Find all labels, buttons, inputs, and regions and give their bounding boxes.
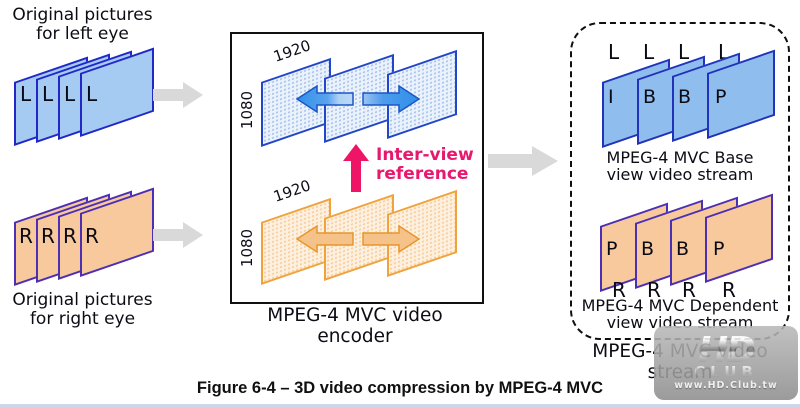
right-eye-frame-label: R xyxy=(63,224,77,248)
encoder-box: 1920 1080 Inter-view reference xyxy=(230,32,484,304)
left-eye-frame-label: L xyxy=(64,82,76,106)
temporal-prediction-right-arrow-icon xyxy=(362,84,420,114)
right-eye-title-line1: Original pictures xyxy=(12,290,153,310)
hd-club-watermark: HD CLUB www.HD.Club.tw xyxy=(654,326,798,400)
figure-caption: Figure 6-4 – 3D video compression by MPE… xyxy=(196,379,604,397)
watermark-brand-bottom: CLUB xyxy=(694,363,758,381)
base-stream-eye-label: L xyxy=(608,40,620,64)
left-eye-frame-label: L xyxy=(86,82,98,106)
encoder-label: MPEG-4 MVC video encoder xyxy=(267,305,443,347)
base-frame-type-label: P xyxy=(715,86,727,108)
base-stream-eye-label: L xyxy=(643,40,655,64)
dependent-frame-type-label: B xyxy=(676,238,690,260)
left-eye-frame-label: L xyxy=(20,82,32,106)
right-eye-frame-label: R xyxy=(41,224,55,248)
inter-view-reference-arrow-icon xyxy=(343,144,369,192)
dependent-stream-eye-label: R xyxy=(647,278,661,302)
page-divider xyxy=(0,404,800,407)
left-eye-title: Original pictures for left eye xyxy=(0,6,165,44)
base-frame-type-label: I xyxy=(608,86,614,108)
flow-arrow-icon xyxy=(153,222,203,248)
right-eye-frame-label: R xyxy=(85,224,99,248)
left-eye-title-line2: for left eye xyxy=(36,24,129,44)
flow-arrow-icon xyxy=(488,146,558,176)
left-eye-title-line1: Original pictures xyxy=(12,5,153,25)
left-eye-frame-label: L xyxy=(42,82,54,106)
flow-arrow-icon xyxy=(153,82,203,108)
frame-height-label: 1080 xyxy=(238,90,256,130)
watermark-brand-top: HD xyxy=(697,330,756,371)
right-eye-title: Original pictures for right eye xyxy=(0,291,165,329)
dependent-stream-eye-label: R xyxy=(722,278,736,302)
base-stream-caption: MPEG-4 MVC Base view video stream xyxy=(606,148,754,184)
temporal-prediction-left-arrow-icon xyxy=(296,224,354,254)
watermark-url: www.HD.Club.tw xyxy=(674,380,778,391)
inter-view-reference-label: Inter-view reference xyxy=(376,145,474,184)
right-eye-title-line2: for right eye xyxy=(29,309,136,329)
dependent-stream-eye-label: R xyxy=(682,278,696,302)
base-stream-eye-label: L xyxy=(678,40,690,64)
dependent-frame-type-label: B xyxy=(641,238,655,260)
dependent-stream-eye-label: R xyxy=(612,278,626,302)
dependent-frame-type-label: P xyxy=(713,238,725,260)
frame-height-label: 1080 xyxy=(238,228,256,268)
base-stream-eye-label: L xyxy=(718,40,730,64)
right-eye-frame-label: R xyxy=(19,224,33,248)
base-frame-type-label: B xyxy=(643,86,657,108)
dependent-frame-type-label: P xyxy=(606,238,618,260)
temporal-prediction-right-arrow-icon xyxy=(362,224,420,254)
base-frame-type-label: B xyxy=(678,86,692,108)
temporal-prediction-left-arrow-icon xyxy=(296,84,354,114)
